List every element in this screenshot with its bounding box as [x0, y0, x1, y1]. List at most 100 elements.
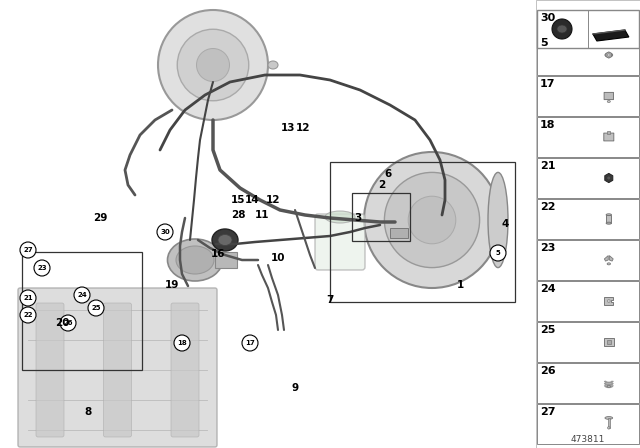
Bar: [608, 418, 610, 428]
Polygon shape: [605, 173, 613, 183]
Text: 3: 3: [355, 213, 362, 223]
Ellipse shape: [606, 222, 611, 224]
Text: 4: 4: [501, 219, 509, 229]
Ellipse shape: [605, 417, 612, 419]
Text: 17: 17: [245, 340, 255, 346]
FancyBboxPatch shape: [604, 133, 614, 141]
Bar: [537, 10, 639, 48]
Text: 26: 26: [540, 366, 556, 376]
FancyBboxPatch shape: [604, 92, 614, 99]
Text: 13: 13: [281, 123, 295, 133]
Text: 23: 23: [37, 265, 47, 271]
Polygon shape: [604, 256, 608, 261]
Text: 17: 17: [540, 79, 556, 89]
Text: 1: 1: [456, 280, 463, 290]
Text: 27: 27: [540, 407, 556, 417]
Polygon shape: [609, 256, 613, 261]
Bar: [22, 252, 142, 370]
Text: 22: 22: [540, 202, 556, 212]
Bar: [537, 76, 639, 116]
Bar: [537, 363, 639, 403]
Bar: [0, 0, 536, 448]
Bar: [537, 240, 639, 280]
Circle shape: [20, 290, 36, 306]
Circle shape: [88, 300, 104, 316]
Bar: [606, 215, 611, 223]
Text: 11: 11: [255, 210, 269, 220]
Text: 15: 15: [231, 195, 245, 205]
Bar: [604, 338, 614, 346]
FancyBboxPatch shape: [315, 214, 365, 270]
Circle shape: [34, 260, 50, 276]
Circle shape: [607, 54, 610, 56]
Bar: [537, 199, 639, 239]
Ellipse shape: [212, 229, 238, 251]
Text: 29: 29: [93, 213, 107, 223]
Bar: [390, 228, 408, 238]
Bar: [607, 340, 611, 344]
Text: 6: 6: [385, 169, 392, 179]
FancyBboxPatch shape: [36, 303, 64, 437]
Ellipse shape: [607, 100, 611, 103]
Circle shape: [408, 196, 456, 244]
Circle shape: [174, 335, 190, 351]
Text: 22: 22: [23, 312, 33, 318]
Text: 21: 21: [540, 161, 556, 171]
Bar: [537, 404, 639, 444]
Text: 26: 26: [63, 320, 73, 326]
Bar: [537, 281, 639, 321]
Bar: [607, 131, 611, 134]
Text: 14: 14: [244, 195, 259, 205]
Text: 5: 5: [495, 250, 500, 256]
Text: 28: 28: [231, 210, 245, 220]
Text: 23: 23: [540, 243, 556, 253]
Bar: [352, 193, 410, 241]
Text: 7: 7: [326, 295, 333, 305]
Circle shape: [74, 287, 90, 303]
Circle shape: [60, 315, 76, 331]
Text: 18: 18: [177, 340, 187, 346]
Circle shape: [157, 224, 173, 240]
Text: 16: 16: [211, 249, 225, 259]
Ellipse shape: [605, 53, 612, 57]
Circle shape: [158, 10, 268, 120]
Circle shape: [20, 242, 36, 258]
Ellipse shape: [607, 300, 610, 302]
FancyBboxPatch shape: [104, 303, 131, 437]
Text: 5: 5: [540, 38, 548, 48]
Circle shape: [607, 176, 611, 180]
Text: 20: 20: [55, 318, 69, 328]
Polygon shape: [606, 52, 612, 58]
Ellipse shape: [557, 25, 567, 33]
Text: 24: 24: [540, 284, 556, 294]
Ellipse shape: [607, 263, 611, 265]
Polygon shape: [593, 30, 629, 41]
Text: 2: 2: [378, 180, 386, 190]
Text: 18: 18: [540, 120, 556, 130]
Circle shape: [364, 152, 500, 288]
Bar: [536, 0, 640, 448]
Ellipse shape: [606, 214, 611, 216]
Bar: [330, 162, 515, 302]
Text: 12: 12: [266, 195, 280, 205]
Text: 10: 10: [271, 253, 285, 263]
Ellipse shape: [607, 385, 611, 387]
Ellipse shape: [218, 234, 232, 246]
Ellipse shape: [268, 61, 278, 69]
Circle shape: [20, 307, 36, 323]
Bar: [537, 158, 639, 198]
Text: 30: 30: [540, 13, 556, 23]
Text: 25: 25: [92, 305, 100, 311]
Text: 25: 25: [540, 325, 556, 335]
Ellipse shape: [607, 426, 610, 429]
Bar: [537, 117, 639, 157]
Text: 12: 12: [296, 123, 310, 133]
Text: 19: 19: [165, 280, 179, 290]
Ellipse shape: [325, 211, 355, 223]
Text: 27: 27: [23, 247, 33, 253]
Bar: [537, 35, 639, 75]
Text: 24: 24: [77, 292, 87, 298]
Text: 9: 9: [291, 383, 299, 393]
Circle shape: [242, 335, 258, 351]
Text: 473811: 473811: [571, 435, 605, 444]
